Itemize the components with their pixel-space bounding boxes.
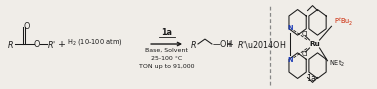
Text: +: +	[226, 40, 234, 49]
Text: Cl: Cl	[301, 51, 308, 57]
Text: $\it{R}$': $\it{R}$'	[46, 39, 55, 49]
Text: $\it{R}$: $\it{R}$	[190, 39, 197, 49]
Text: O: O	[23, 22, 29, 31]
Text: H$_2$ (10-100 atm): H$_2$ (10-100 atm)	[67, 37, 123, 47]
Text: 1a: 1a	[161, 28, 172, 37]
Text: $\it{R}$'\u2014OH: $\it{R}$'\u2014OH	[237, 39, 286, 49]
Text: TON up to 91,000: TON up to 91,000	[139, 64, 194, 69]
Text: N: N	[287, 57, 293, 63]
Text: 1a: 1a	[307, 74, 317, 83]
Text: O: O	[34, 40, 40, 49]
Text: Cl: Cl	[301, 31, 308, 37]
Text: NEt$_2$: NEt$_2$	[329, 59, 346, 69]
Text: —OH: —OH	[213, 40, 233, 49]
Text: N: N	[287, 25, 293, 31]
Text: Base, Solvent: Base, Solvent	[145, 48, 188, 53]
Text: +: +	[57, 40, 66, 49]
Text: 25-100 °C: 25-100 °C	[151, 56, 182, 61]
Text: Ru: Ru	[309, 41, 320, 47]
Text: $\it{R}$: $\it{R}$	[7, 39, 14, 49]
Text: P$^t$Bu$_2$: P$^t$Bu$_2$	[334, 16, 354, 28]
